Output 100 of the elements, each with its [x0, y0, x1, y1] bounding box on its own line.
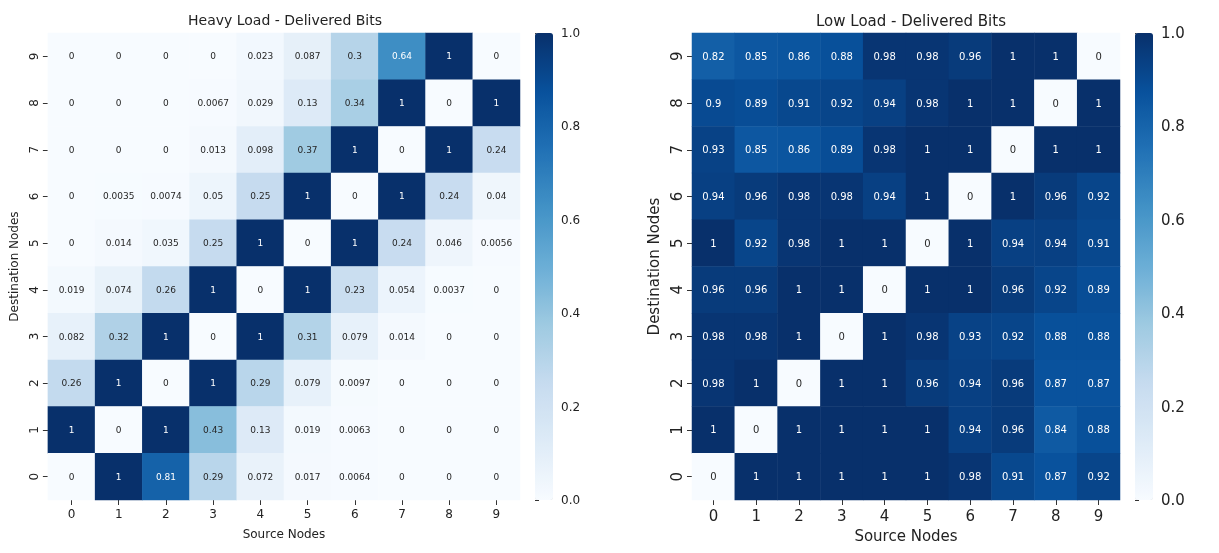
data-label: 1: [838, 237, 845, 249]
data-label: 0.017: [294, 471, 321, 482]
color-bar-label: 1.0: [561, 26, 581, 40]
x-tick-label: 5: [922, 506, 933, 525]
data-label: 0: [210, 51, 217, 62]
data-label: 0.96: [702, 284, 725, 296]
y-tick-label: 8: [26, 99, 41, 107]
y-tick-label: 7: [26, 145, 41, 154]
data-label: 0.0064: [339, 471, 371, 482]
y-axis-title: Destination Nodes: [7, 211, 21, 322]
data-label: 1: [68, 424, 75, 435]
data-label: 1: [115, 471, 122, 482]
y-tick-label: 1: [26, 426, 41, 434]
data-label: 0: [68, 191, 75, 202]
data-label: 0.96: [959, 50, 982, 62]
data-label: 0.13: [297, 98, 318, 109]
data-label: 0.23: [344, 284, 365, 295]
data-label: 0: [399, 471, 406, 482]
data-label: 1: [1009, 97, 1017, 109]
y-tick-label: 4: [667, 285, 686, 295]
data-label: 0.29: [250, 378, 271, 389]
data-label: 0.014: [389, 331, 416, 342]
data-label: 0: [1052, 97, 1059, 109]
data-label: 0: [493, 471, 500, 482]
data-label: 1: [446, 144, 453, 155]
data-label: 1: [210, 378, 216, 389]
data-label: 0.05: [203, 191, 224, 202]
data-label: 1: [924, 144, 931, 156]
data-label: 0: [493, 284, 500, 295]
data-label: 1: [924, 471, 931, 483]
data-label: 0: [163, 378, 170, 389]
data-label: 0.96: [745, 284, 768, 296]
data-label: 0.014: [105, 238, 132, 249]
data-label: 0.3: [347, 51, 362, 62]
data-label: 0.81: [155, 471, 176, 482]
data-label: 0.96: [1044, 190, 1067, 202]
y-tick-label: 5: [667, 238, 686, 248]
data-label: 0: [399, 424, 406, 435]
data-label: 0.25: [203, 238, 224, 249]
data-label: 0.94: [702, 190, 725, 202]
data-label: 0.046: [436, 238, 463, 249]
data-label: 0.98: [873, 50, 896, 62]
data-label: 0.91: [1001, 471, 1025, 483]
data-label: 1: [838, 284, 845, 296]
data-label: 0: [351, 191, 358, 202]
data-label: 0: [838, 331, 845, 343]
data-label: 1: [163, 424, 169, 435]
data-label: 0.98: [916, 97, 939, 109]
data-label: 0.24: [391, 238, 413, 249]
data-label: 0.087: [294, 51, 321, 62]
data-label: 0.29: [203, 471, 224, 482]
data-label: 0.082: [58, 331, 85, 342]
data-label: 1: [1052, 144, 1059, 156]
data-label: 0.098: [247, 144, 274, 155]
data-label: 0: [115, 144, 122, 155]
data-label: 0.92: [1044, 284, 1067, 296]
data-label: 1: [881, 377, 888, 389]
data-label: 0: [399, 378, 406, 389]
data-label: 0.98: [787, 190, 811, 202]
data-label: 0: [68, 238, 75, 249]
data-label: 1: [795, 284, 803, 296]
data-label: 0.92: [1001, 331, 1025, 343]
data-label: 0: [68, 51, 75, 62]
data-label: 0: [753, 424, 760, 436]
data-label: 0.04: [486, 191, 507, 202]
x-tick-label: 2: [162, 507, 170, 521]
data-label: 0.94: [959, 377, 982, 389]
data-label: 0: [493, 424, 500, 435]
x-axis-title: Source Nodes: [854, 526, 958, 545]
data-label: 0: [68, 471, 75, 482]
data-label: 0.94: [873, 190, 896, 202]
data-label: 0.98: [745, 331, 768, 343]
x-axis-title: Source Nodes: [242, 527, 326, 541]
data-label: 1: [1095, 97, 1102, 109]
data-label: 0.9: [705, 97, 722, 109]
data-label: 0.96: [916, 377, 939, 389]
color-bar-label: 0.4: [1161, 304, 1185, 323]
data-label: 1: [924, 284, 931, 296]
data-label: 1: [967, 284, 974, 296]
y-tick-label: 3: [667, 331, 686, 342]
data-label: 0: [493, 378, 500, 389]
data-label: 0: [399, 144, 406, 155]
data-label: 0.98: [959, 471, 982, 483]
data-label: 0.84: [1044, 424, 1067, 436]
data-label: 0.94: [873, 97, 896, 109]
data-label: 0: [493, 51, 500, 62]
x-tick-label: 8: [445, 507, 454, 521]
color-bar-label: 0.6: [561, 212, 581, 227]
x-tick-label: 4: [879, 506, 890, 525]
data-label: 0.93: [959, 331, 982, 343]
data-label: 1: [753, 471, 760, 483]
chart-title: Low Load - Delivered Bits: [816, 11, 1007, 30]
data-label: 1: [710, 237, 717, 249]
data-label: 0.87: [1044, 377, 1067, 389]
data-label: 0: [710, 471, 717, 483]
data-label: 0: [68, 144, 75, 155]
data-label: 0.89: [745, 97, 768, 109]
data-label: 0: [446, 98, 453, 109]
data-label: 0: [446, 424, 453, 435]
data-label: 1: [881, 471, 888, 483]
